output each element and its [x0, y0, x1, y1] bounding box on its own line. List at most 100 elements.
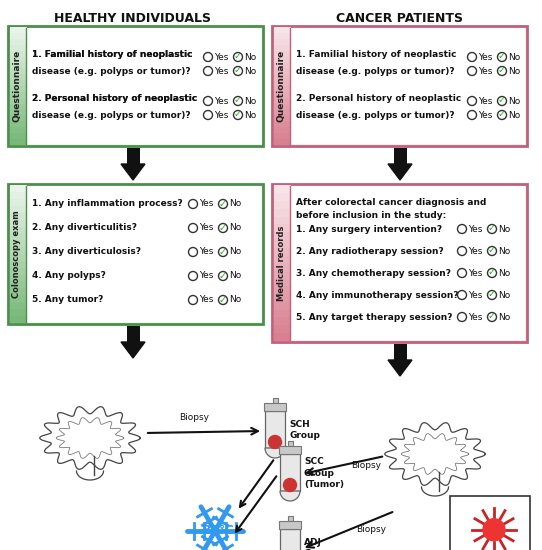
Bar [274, 324, 291, 333]
Bar [274, 201, 291, 209]
Text: ✓: ✓ [234, 52, 242, 62]
Text: Yes: Yes [479, 52, 493, 62]
Bar [10, 206, 27, 213]
Bar [10, 39, 27, 45]
Text: SCH
Group: SCH Group [289, 420, 320, 440]
Bar [10, 126, 27, 133]
Text: ✓: ✓ [234, 96, 242, 106]
Bar [10, 233, 27, 240]
Bar [274, 56, 291, 63]
Bar [10, 301, 27, 309]
Circle shape [189, 295, 197, 305]
Bar [274, 262, 291, 271]
Circle shape [498, 52, 507, 62]
Text: Yes: Yes [199, 200, 214, 208]
Bar [274, 33, 291, 39]
Bar [274, 109, 291, 116]
Bar [274, 27, 291, 34]
Text: ✓: ✓ [488, 267, 496, 278]
Bar [274, 85, 291, 92]
Circle shape [203, 52, 212, 62]
Bar [126, 326, 139, 342]
Bar [10, 288, 27, 295]
Circle shape [457, 290, 467, 300]
Wedge shape [265, 448, 285, 458]
Bar [274, 120, 291, 127]
Circle shape [234, 52, 242, 62]
Circle shape [468, 111, 476, 119]
Bar [274, 45, 291, 51]
Circle shape [487, 224, 496, 234]
Circle shape [218, 295, 228, 305]
Bar [26, 28, 261, 144]
Text: 1. Any surgery intervention?: 1. Any surgery intervention? [296, 224, 442, 234]
Text: 1. Any inflammation process?: 1. Any inflammation process? [32, 200, 183, 208]
Text: Yes: Yes [215, 67, 229, 75]
Bar [10, 260, 27, 268]
Text: 4. Any immunotherapy session?: 4. Any immunotherapy session? [296, 290, 459, 300]
Bar [10, 68, 27, 74]
Circle shape [468, 96, 476, 106]
Circle shape [487, 290, 496, 300]
Bar [274, 255, 291, 263]
Bar [10, 103, 27, 109]
Circle shape [234, 111, 242, 119]
Bar [10, 226, 27, 233]
Bar [10, 74, 27, 80]
Bar [287, 516, 293, 521]
Circle shape [189, 223, 197, 233]
Text: No: No [244, 67, 257, 75]
Text: No: No [229, 223, 242, 233]
Text: 1. Familial history of neoplastic: 1. Familial history of neoplastic [32, 50, 192, 59]
Circle shape [189, 248, 197, 256]
Bar [272, 26, 527, 146]
Text: 3. Any chemotherapy session?: 3. Any chemotherapy session? [296, 268, 451, 278]
Bar [274, 317, 291, 325]
Circle shape [487, 246, 496, 256]
Bar [26, 186, 261, 322]
Text: ✓: ✓ [219, 223, 227, 233]
Bar [274, 208, 291, 217]
Text: disease (e.g. polyps or tumor)?: disease (e.g. polyps or tumor)? [32, 67, 191, 76]
Text: ✓: ✓ [498, 109, 506, 119]
Circle shape [268, 436, 281, 448]
Bar [274, 224, 291, 232]
Bar [280, 529, 300, 550]
Bar [274, 91, 291, 98]
Bar [274, 278, 291, 286]
Bar [274, 332, 291, 340]
Text: Yes: Yes [468, 246, 483, 256]
Text: Yes: Yes [215, 52, 229, 62]
Text: ✓: ✓ [219, 246, 227, 256]
Bar [274, 97, 291, 103]
Bar [274, 62, 291, 68]
Bar [279, 521, 301, 529]
Circle shape [457, 246, 467, 256]
Wedge shape [280, 491, 300, 501]
Circle shape [457, 268, 467, 278]
Bar [274, 103, 291, 109]
Bar [10, 212, 27, 220]
Bar [10, 91, 27, 98]
Text: Yes: Yes [199, 223, 214, 233]
Circle shape [203, 67, 212, 75]
Bar [274, 239, 291, 248]
Bar [274, 294, 291, 302]
Bar [290, 186, 525, 340]
Bar [450, 496, 530, 550]
Bar [274, 51, 291, 57]
Bar [10, 115, 27, 121]
Bar [10, 254, 27, 261]
Text: After colorectal cancer diagnosis and: After colorectal cancer diagnosis and [296, 198, 486, 207]
Bar [274, 247, 291, 255]
Bar [280, 454, 300, 491]
Bar [265, 411, 285, 448]
Text: ✓: ✓ [488, 223, 496, 234]
Text: No: No [229, 272, 242, 280]
Text: 2. Personal history of neoplastic: 2. Personal history of neoplastic [296, 94, 461, 103]
Text: ✓: ✓ [219, 294, 227, 305]
Bar [10, 85, 27, 92]
Bar [274, 39, 291, 45]
Text: 2. Any radiotherapy session?: 2. Any radiotherapy session? [296, 246, 444, 256]
Text: Yes: Yes [479, 67, 493, 75]
